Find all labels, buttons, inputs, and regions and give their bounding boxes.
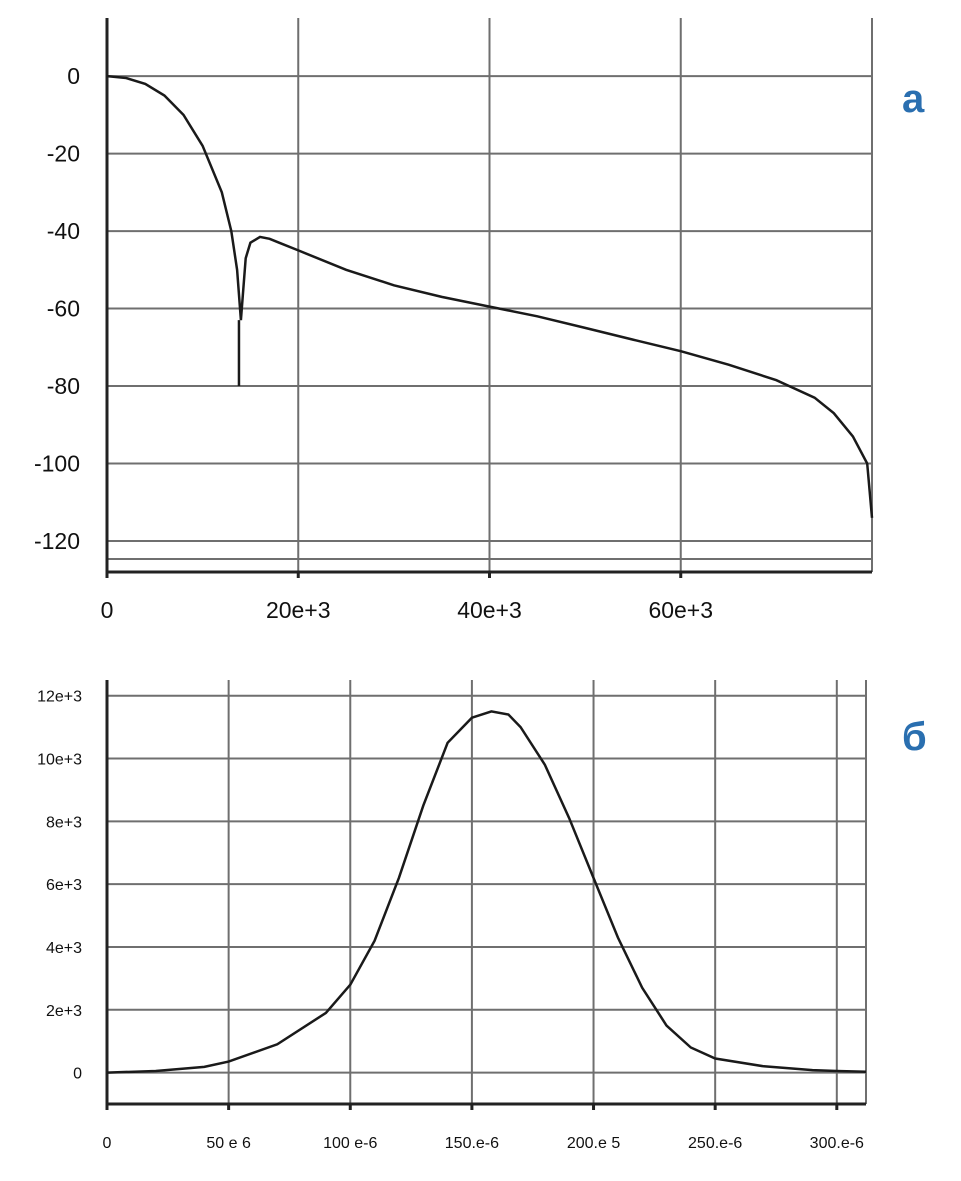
- x-tick-label: 300.e-6: [810, 1135, 864, 1152]
- panel-label-b: б: [902, 715, 927, 759]
- grid-a: [107, 18, 873, 572]
- x-tick-label: 250.e-6: [688, 1135, 742, 1152]
- series-line: [106, 710, 867, 1074]
- x-tick-label: 200.e 5: [567, 1135, 620, 1152]
- x-tick-label: 20e+3: [266, 597, 331, 623]
- y-tick-label: 6e+3: [46, 877, 82, 894]
- series-b: [106, 710, 867, 1074]
- tick-labels-b: 0 2e+3 4e+3 6e+3 8e+3 10e+3 12e+3 0 50 e 6 100 e-…: [37, 689, 864, 1152]
- y-tick-label: 12e+3: [37, 689, 82, 706]
- series-a: [106, 74, 874, 518]
- chart-a: 0 -20 -40 -60 -80 -100 -120 0 20e+3 40e+3 60e+3 а: [34, 18, 925, 623]
- y-tick-label: -80: [47, 373, 80, 399]
- y-tick-label: 2e+3: [46, 1003, 82, 1020]
- x-tick-label: 0: [101, 597, 114, 623]
- x-tick-label: 60e+3: [648, 597, 713, 623]
- y-tick-label: -100: [34, 451, 80, 477]
- x-tick-label: 40e+3: [457, 597, 522, 623]
- x-tick-label: 100 e-6: [323, 1135, 377, 1152]
- grid-b: [107, 680, 867, 1105]
- x-tick-label: 150.e-6: [445, 1135, 499, 1152]
- series-line: [106, 74, 874, 518]
- y-tick-label: -20: [47, 141, 80, 167]
- y-tick-label: 0: [73, 1066, 82, 1083]
- y-tick-label: 4e+3: [46, 940, 82, 957]
- x-tick-label: 50 e 6: [206, 1135, 251, 1152]
- y-tick-label: -40: [47, 218, 80, 244]
- panel-label-a: а: [902, 77, 925, 121]
- tick-labels-a: 0 -20 -40 -60 -80 -100 -120 0 20e+3 40e+3 60e+3: [34, 63, 713, 623]
- y-tick-label: 0: [67, 63, 80, 89]
- chart-b: 0 2e+3 4e+3 6e+3 8e+3 10e+3 12e+3 0 50 e 6 100 e-…: [37, 680, 927, 1152]
- x-tick-label: 0: [103, 1135, 112, 1152]
- y-tick-label: 10e+3: [37, 752, 82, 769]
- y-tick-label: -120: [34, 528, 80, 554]
- y-tick-label: -60: [47, 296, 80, 322]
- y-tick-label: 8e+3: [46, 814, 82, 831]
- axes-b: [105, 680, 866, 1110]
- axes-a: [105, 18, 872, 578]
